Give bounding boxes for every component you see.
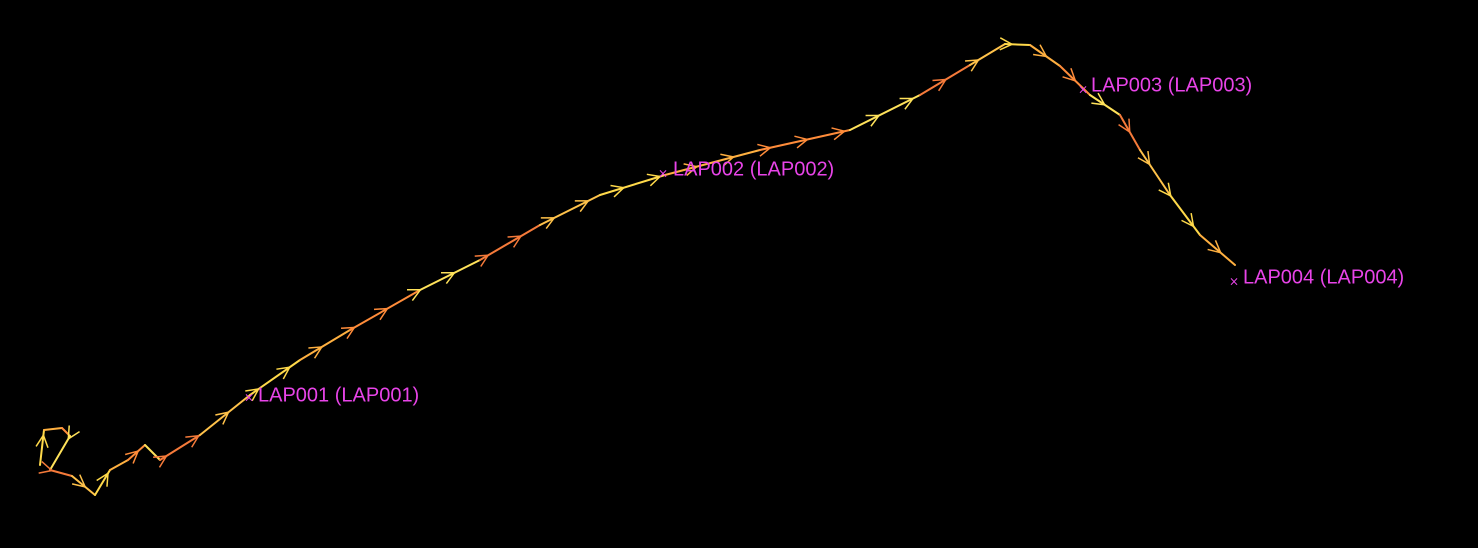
direction-arrow xyxy=(67,425,80,441)
track-segment xyxy=(599,174,666,196)
direction-arrow xyxy=(38,460,54,474)
direction-arrow xyxy=(276,366,292,380)
direction-arrow xyxy=(610,184,626,198)
direction-arrow xyxy=(308,346,324,359)
direction-arrow xyxy=(407,289,422,301)
track-segment xyxy=(1004,43,1031,46)
track-segment xyxy=(1199,234,1236,266)
direction-arrow xyxy=(507,235,523,248)
direction-arrow xyxy=(540,217,556,230)
direction-arrow xyxy=(215,411,230,425)
track-segment xyxy=(127,444,146,461)
lap-marker: × xyxy=(1078,83,1088,97)
direction-arrow xyxy=(757,143,772,157)
lap-marker: × xyxy=(1229,275,1239,289)
track-segment xyxy=(759,129,851,151)
track-segment xyxy=(419,259,481,291)
track-segment xyxy=(43,427,63,431)
track xyxy=(35,37,1236,496)
direction-arrow xyxy=(1181,213,1195,228)
direction-arrow xyxy=(899,97,915,110)
track-segment xyxy=(1139,149,1171,196)
direction-arrow xyxy=(1033,44,1048,58)
track-segment xyxy=(849,94,921,131)
track-segment xyxy=(349,289,421,331)
direction-arrow xyxy=(720,153,736,167)
lap-marker: × xyxy=(244,391,254,405)
track-segment xyxy=(199,394,251,436)
track-segment xyxy=(1029,44,1061,67)
direction-arrow xyxy=(865,114,881,127)
track-segment xyxy=(49,435,71,471)
track-segment xyxy=(969,43,1006,66)
direction-arrow xyxy=(831,127,847,141)
direction-arrow xyxy=(245,388,260,402)
lap-label: LAP003 (LAP003) xyxy=(1091,74,1252,96)
lap-marker: × xyxy=(658,167,668,181)
track-segment xyxy=(479,224,541,261)
direction-arrow xyxy=(340,326,356,340)
track-segment xyxy=(299,329,351,361)
direction-arrow xyxy=(35,433,49,449)
direction-arrow xyxy=(932,78,948,92)
track-segment xyxy=(539,194,601,226)
direction-arrow xyxy=(185,434,201,448)
direction-arrow xyxy=(683,163,699,177)
direction-arrow xyxy=(794,135,810,149)
direction-arrow xyxy=(1207,240,1222,254)
direction-arrow xyxy=(373,307,389,321)
direction-arrow xyxy=(999,37,1014,51)
direction-arrow xyxy=(646,173,662,187)
direction-arrow xyxy=(1137,150,1151,166)
lap-label: LAP004 (LAP004) xyxy=(1243,266,1404,288)
direction-arrow xyxy=(574,200,590,213)
direction-arrow xyxy=(153,455,168,468)
track-segment xyxy=(71,475,96,496)
direction-arrow xyxy=(474,254,490,267)
direction-arrow xyxy=(964,59,980,72)
track-segment xyxy=(109,459,129,471)
direction-arrow xyxy=(1118,118,1131,134)
direction-arrow xyxy=(96,471,109,487)
track-segment xyxy=(49,469,73,477)
direction-arrow xyxy=(1091,92,1107,106)
direction-arrow xyxy=(71,474,87,488)
track-segment xyxy=(664,149,761,176)
track-segment xyxy=(1169,194,1201,236)
direction-arrow xyxy=(440,272,456,284)
direction-arrow xyxy=(124,449,140,464)
direction-arrow xyxy=(1158,182,1172,198)
direction-arrow xyxy=(1062,67,1077,83)
lap-label: LAP002 (LAP002) xyxy=(673,158,834,180)
lap-label: LAP001 (LAP001) xyxy=(258,384,419,406)
